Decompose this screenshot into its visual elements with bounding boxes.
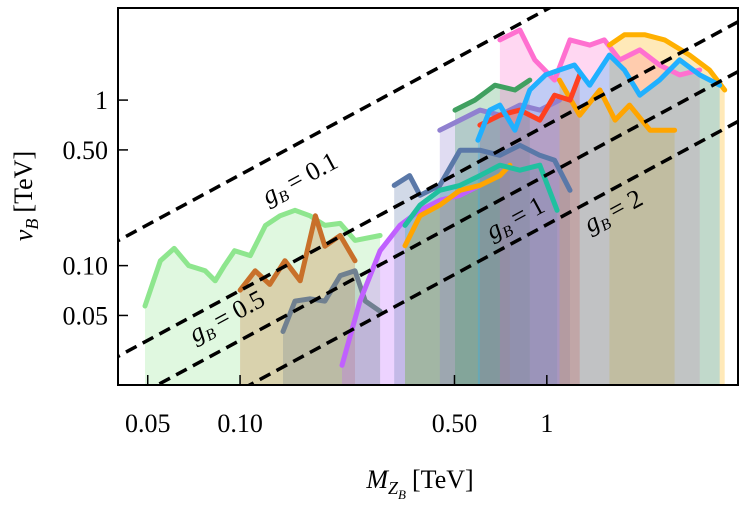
- series-area: [342, 185, 480, 385]
- y-label-unit: [TeV]: [9, 151, 38, 213]
- coupling-value: = 0.1: [282, 146, 343, 197]
- series-area: [439, 100, 560, 385]
- x-tick-label: 0.50: [432, 409, 478, 438]
- x-label-sub: Z: [388, 478, 399, 498]
- curves: [142, 27, 728, 368]
- series-line: [452, 77, 533, 113]
- series-line: [606, 32, 728, 93]
- y-tick-label: 0.50: [63, 136, 109, 165]
- series-area: [405, 165, 510, 385]
- x-label-subsub: B: [398, 487, 406, 502]
- y-tick-label: 1: [95, 86, 108, 115]
- coupling-line: [118, 19, 738, 359]
- y-label-symbol: v: [9, 229, 38, 241]
- coupling-line: [245, 119, 738, 385]
- y-tick-label: 0.05: [63, 301, 109, 330]
- x-label-unit: [TeV]: [412, 465, 474, 494]
- coupling-line: [153, 69, 738, 385]
- series-area: [455, 80, 530, 385]
- x-tick-label: 1: [540, 409, 553, 438]
- axes: 0.05 0.10 0.50 1 0.05 0.10 0.50 1: [63, 86, 554, 438]
- series-line: [142, 207, 383, 309]
- coupling-line: [118, 8, 553, 243]
- coupling-label: gB= 0.1: [257, 146, 344, 213]
- x-tick-label: 0.05: [125, 409, 171, 438]
- series-line: [402, 162, 560, 228]
- y-axis-label: vB [TeV]: [9, 151, 42, 241]
- series-area: [609, 34, 725, 385]
- x-tick-label: 0.10: [217, 409, 263, 438]
- series-line: [557, 77, 678, 133]
- series-line: [402, 162, 513, 249]
- areas: [145, 30, 725, 385]
- series-line: [391, 142, 573, 198]
- series-area: [559, 80, 675, 385]
- x-label-symbol: M: [365, 465, 389, 494]
- y-label-sub: B: [22, 219, 42, 230]
- series-line: [497, 27, 703, 83]
- series-area: [477, 55, 720, 385]
- plot-frame: [117, 7, 739, 386]
- series-area: [405, 165, 558, 385]
- series-line: [477, 72, 583, 128]
- series-area: [145, 210, 381, 385]
- series-line: [475, 52, 723, 143]
- x-axis-label: MZB [TeV]: [365, 465, 473, 502]
- y-tick-label: 0.10: [63, 252, 109, 281]
- coupling-lines: [118, 8, 738, 385]
